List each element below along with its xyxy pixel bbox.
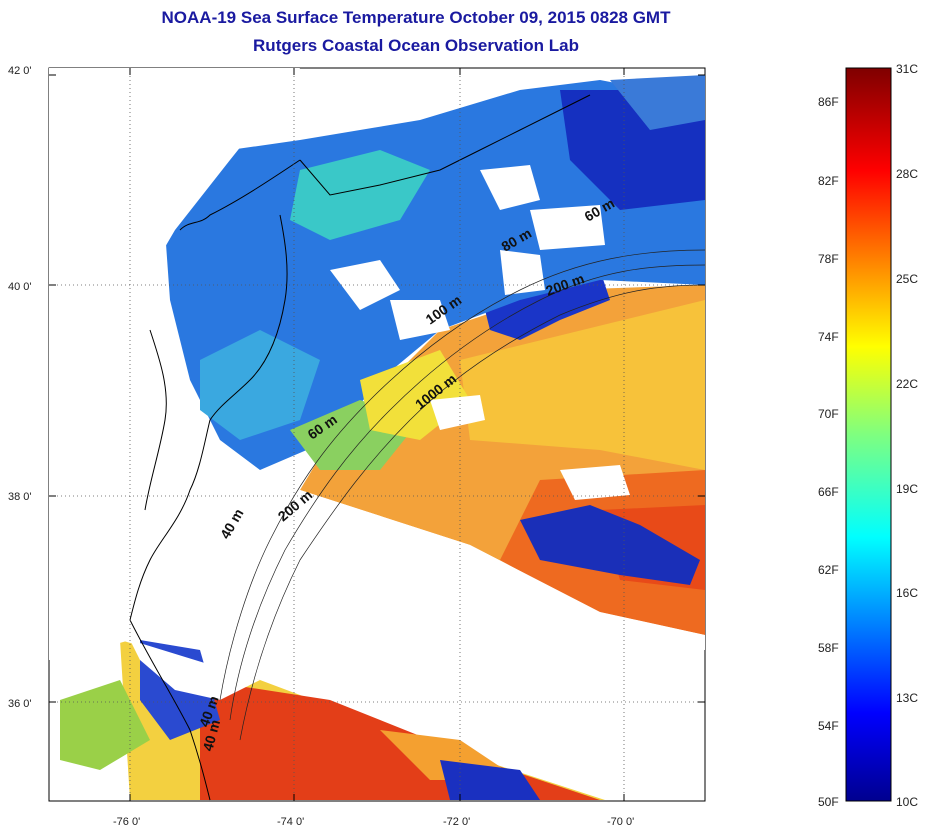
lat-tick-label: 40 0'	[8, 281, 32, 293]
colorbar-f-label: 58F	[818, 641, 839, 655]
sst-data-layer	[49, 68, 705, 800]
colorbar-f-label: 66F	[818, 485, 839, 499]
colorbar-c-label: 22C	[896, 377, 918, 391]
lon-tick-label: -76 0'	[113, 816, 140, 828]
colorbar-f-label: 74F	[818, 330, 839, 344]
lat-tick-label: 38 0'	[8, 491, 32, 503]
colorbar-fahrenheit-labels: 86F 82F 78F 74F 70F 66F 62F 58F 54F 50F	[818, 95, 839, 809]
lon-tick-label: -70 0'	[607, 816, 634, 828]
colorbar-c-label: 19C	[896, 482, 918, 496]
colorbar	[845, 67, 892, 802]
isobath-lines	[219, 249, 706, 741]
colorbar-f-label: 78F	[818, 252, 839, 266]
colorbar-f-label: 50F	[818, 795, 839, 809]
gridlines	[49, 68, 705, 801]
colorbar-f-label: 70F	[818, 407, 839, 421]
colorbar-c-label: 10C	[896, 795, 918, 809]
lat-tick-label: 36 0'	[8, 698, 32, 710]
lon-tick-label: -72 0'	[443, 816, 470, 828]
tick-marks	[49, 68, 705, 801]
colorbar-c-label: 25C	[896, 272, 918, 286]
chart-title: NOAA-19 Sea Surface Temperature October …	[161, 8, 671, 27]
lon-tick-label: -74 0'	[277, 816, 304, 828]
chart-subtitle: Rutgers Coastal Ocean Observation Lab	[253, 36, 579, 55]
land-mass	[49, 68, 300, 660]
colorbar-f-label: 54F	[818, 719, 839, 733]
cold-water-patch	[520, 505, 700, 585]
isobath-label: 40 m	[199, 718, 223, 753]
colorbar-f-label: 82F	[818, 174, 839, 188]
colorbar-f-label: 62F	[818, 563, 839, 577]
colorbar-c-label: 28C	[896, 167, 918, 181]
colorbar-f-label: 86F	[818, 95, 839, 109]
colorbar-c-label: 13C	[896, 691, 918, 705]
colorbar-c-label: 31C	[896, 62, 918, 76]
colorbar-celsius-labels: 31C 28C 25C 22C 19C 16C 13C 10C	[896, 62, 918, 809]
colorbar-c-label: 16C	[896, 586, 918, 600]
lat-tick-label: 42 0'	[8, 65, 32, 77]
